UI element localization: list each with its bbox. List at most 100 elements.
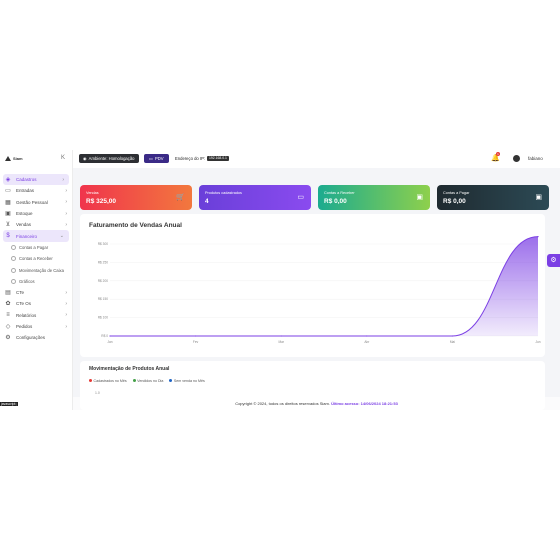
money-icon: ▣ [535, 194, 542, 201]
panel-title: Movimentação de Produtos Anual [89, 366, 170, 372]
sidebar-item-label: Cadastros [16, 177, 37, 183]
card-value: R$ 325,00 [86, 198, 116, 205]
data-point-mar[interactable] [280, 335, 282, 337]
sidebar-subitem-contas-a-receber[interactable]: Contas a Receber [0, 253, 72, 264]
ip-value: 192.168.0.1 [207, 155, 229, 161]
card-icon: ▭ [297, 194, 304, 201]
layers-icon: ◈ [5, 177, 11, 184]
sidebar-subitem-graficos[interactable]: Gráficos [0, 276, 72, 287]
card-contas-a-receber[interactable]: Contas a Receber R$ 0,00 ▣ [318, 185, 430, 210]
sidebar-subitem-label: Movimentação de Caixa [19, 267, 64, 273]
app: Siam K ◈ Cadastros › ▭ Entradas › ▦ Gest… [0, 150, 560, 410]
tag-icon: ◇ [5, 324, 11, 330]
logo-icon [5, 156, 11, 161]
chevron-right-icon: › [65, 210, 67, 217]
chevron-right-icon: › [65, 300, 67, 307]
sidebar-item-label: Entradas [16, 188, 35, 194]
pdv-label: PDV [154, 156, 164, 161]
avatar[interactable] [513, 155, 520, 162]
axis-tick-label: 1.0 [95, 391, 100, 395]
sidebar-item-vendas[interactable]: ⊻ Vendas › [0, 219, 72, 230]
sidebar-item-label: Estoque [16, 211, 33, 217]
legend-item[interactable]: Vendidos no Dia [132, 379, 164, 383]
data-point-fev[interactable] [195, 335, 197, 337]
card-contas-a-pagar[interactable]: Contas a Pagar R$ 0,00 ▣ [437, 185, 549, 210]
sidebar-item-estoque[interactable]: ▣ Estoque › [0, 208, 72, 219]
sidebar-subitem-label: Gráficos [19, 278, 35, 284]
card-vendas[interactable]: Vendas R$ 325,00 🛒 [80, 185, 192, 210]
chart-panel: Faturamento de Vendas Anual R$ 0 R$ 100 R$… [80, 214, 545, 357]
brand-logo[interactable]: Siam [5, 156, 23, 161]
data-point-mai[interactable] [451, 335, 453, 337]
card-value: R$ 0,00 [324, 198, 347, 205]
bullet-icon [11, 267, 16, 273]
card-value: 4 [205, 198, 209, 205]
x-tick-label: Fev [193, 340, 199, 344]
bell-icon[interactable]: 🔔 [491, 155, 500, 162]
sidebar-subitem-contas-a-pagar[interactable]: Contas a Pagar [0, 242, 72, 253]
sidebar-item-gestao-pessoal[interactable]: ▦ Gestão Pessoal › [0, 197, 72, 208]
sidebar-item-label: Vendas [16, 222, 32, 228]
pdv-button[interactable]: ▭ PDV [144, 154, 169, 163]
chevron-right-icon: › [65, 289, 67, 296]
chevron-right-icon: › [65, 221, 67, 228]
topbar: ◉ Ambiente: Homologação ▭ PDV Endereço d… [73, 150, 560, 168]
y-tick-label: R$ 250 [98, 260, 109, 264]
y-tick-label: R$ 300 [98, 242, 109, 246]
environment-badge[interactable]: ◉ Ambiente: Homologação [79, 154, 139, 163]
bullet-icon [11, 278, 16, 284]
data-point-jan[interactable] [109, 335, 111, 337]
x-tick-label: Jun [535, 340, 540, 344]
y-tick-label: R$ 150 [98, 297, 109, 301]
sidebar-item-label: Financeiro [16, 233, 38, 239]
settings-float-button[interactable]: ⚙ [547, 254, 560, 267]
cart-icon: ⊻ [5, 222, 11, 229]
y-tick-label: R$ 0 [101, 334, 108, 338]
user-name[interactable]: fabiano [528, 156, 543, 161]
data-point-abr[interactable] [366, 335, 368, 337]
data-point-jun[interactable] [537, 236, 539, 238]
sidebar-item-pedidos[interactable]: ◇ Pedidos › [0, 321, 72, 332]
series-area [110, 236, 538, 336]
sidebar-item-cte-os[interactable]: ✿ CTe Os › [0, 298, 72, 309]
y-tick-label: R$ 200 [98, 279, 109, 283]
sidebar-subitem-movimentacao-de-caixa[interactable]: Movimentação de Caixa [0, 264, 72, 275]
footer-last-access: Último acesso: 14/06/2024 18:21:53 [331, 401, 398, 406]
legend-item[interactable]: Sem venda no Mês [169, 379, 205, 383]
sidebar: Siam K ◈ Cadastros › ▭ Entradas › ▦ Gest… [0, 150, 73, 410]
chart-title: Faturamento de Vendas Anual [89, 222, 182, 229]
sidebar-item-label: Configurações [16, 335, 46, 341]
sidebar-item-entradas[interactable]: ▭ Entradas › [0, 185, 72, 196]
sidebar-item-relatorios[interactable]: ≡ Relatórios › [0, 310, 72, 321]
sidebar-item-cadastros[interactable]: ◈ Cadastros › [3, 174, 69, 186]
truck-icon: ▤ [5, 290, 11, 297]
legend-item[interactable]: Cadastrados no Mês [89, 379, 127, 383]
legend-label: Vendidos no Dia [137, 379, 164, 383]
legend-label: Sem venda no Mês [173, 379, 205, 383]
sidebar-item-financeiro[interactable]: $ Financeiro ⌄ [3, 230, 69, 242]
x-tick-label: Jan [107, 340, 112, 344]
chevron-right-icon: › [65, 312, 67, 319]
legend-dot-icon [89, 379, 92, 382]
gear-icon: ✿ [5, 301, 11, 308]
cart-icon: 🛒 [176, 194, 185, 201]
bullet-icon [11, 244, 16, 250]
sidebar-item-label: Gestão Pessoal [16, 199, 48, 205]
report-icon: ≡ [6, 312, 10, 319]
series-line [110, 236, 539, 337]
card-produtos-cadastrados[interactable]: Produtos cadastrados 4 ▭ [199, 185, 311, 210]
legend-dot-icon [132, 379, 136, 382]
sidebar-item-label: Pedidos [16, 324, 33, 329]
footer-copyright: Copyright © 2024, todos os direitos rese… [235, 401, 330, 406]
sidebar-item-cte[interactable]: ▤ CTe › [0, 287, 72, 298]
environment-label: Ambiente: Homologação [88, 156, 135, 161]
sidebar-item-configuracoes[interactable]: ⚙ Configurações [0, 332, 72, 343]
monitor-icon: ▭ [149, 156, 153, 161]
footer: Copyright © 2024, todos os direitos rese… [73, 397, 560, 410]
x-tick-label: Mai [450, 340, 455, 344]
collapse-sidebar-button[interactable]: K [61, 155, 66, 161]
legend-label: Cadastrados no Mês [93, 379, 127, 383]
card-label: Contas a Receber [324, 191, 355, 195]
bullet-icon [11, 256, 16, 262]
chevron-right-icon: › [65, 323, 67, 330]
